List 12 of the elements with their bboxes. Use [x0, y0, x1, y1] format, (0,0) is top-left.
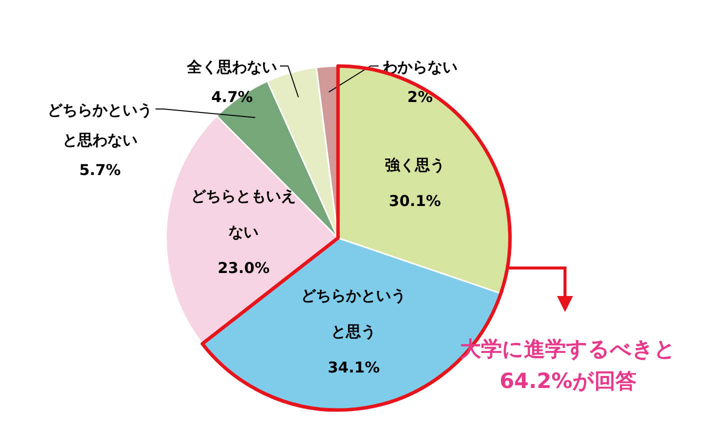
text: 大学に進学するべきと64.2%が回答 — [460, 337, 676, 393]
slice-label: どちらかというと思わない — [48, 101, 152, 149]
data-label: 5.7% — [79, 161, 121, 179]
slice-label: 強く思う — [384, 156, 445, 174]
slice-label: 全く思わない — [186, 58, 277, 76]
data-label: 34.1% — [328, 358, 380, 376]
data-label: 30.1% — [388, 192, 441, 210]
data-label: 4.7% — [211, 88, 253, 106]
category-label: どちらともいえない — [191, 187, 296, 242]
data-label: 23.0% — [218, 259, 270, 278]
category-label: どちらかというと思う — [301, 286, 406, 340]
data-label: 2% — [407, 88, 433, 106]
